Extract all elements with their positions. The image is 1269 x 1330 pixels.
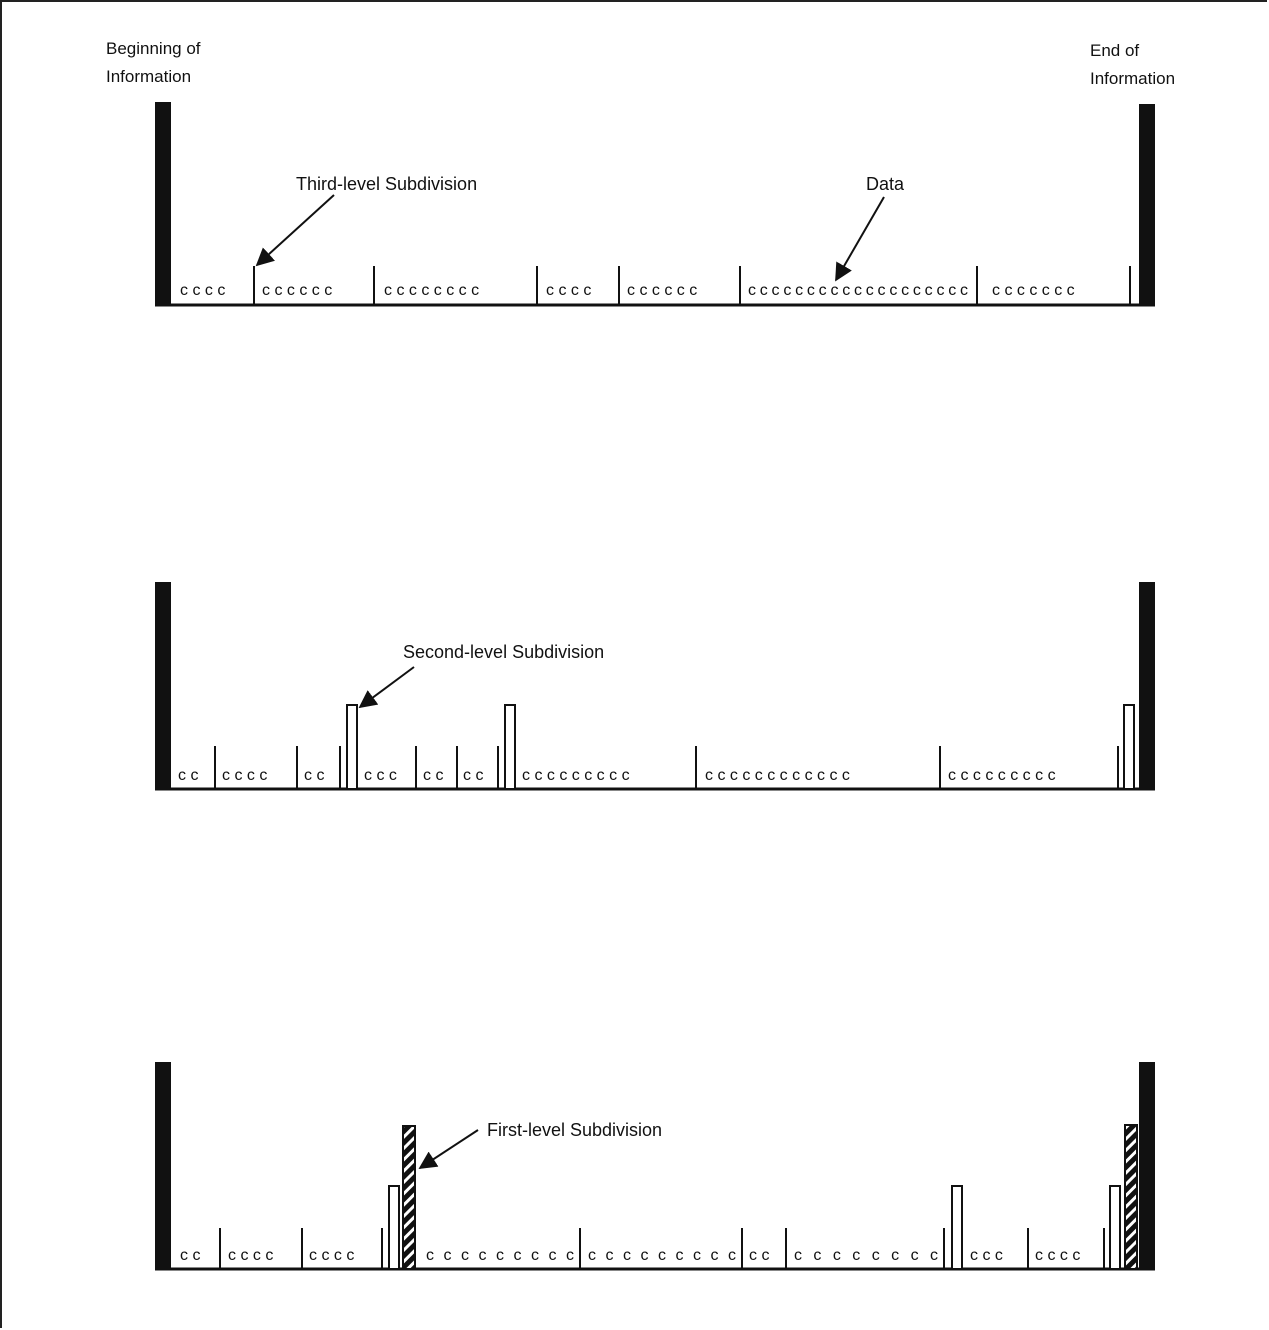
data-segment: c c c c c c (262, 282, 332, 299)
second-level-mark (951, 1185, 963, 1270)
data-segment: c c c c c c c c c c c c c c c c c c c (748, 282, 968, 299)
first-level-annotation: First-level Subdivision (487, 1120, 662, 1140)
beginning-label-line1: Beginning of (106, 39, 201, 58)
first-level-mark (402, 1125, 416, 1270)
data-segment: c c (423, 767, 443, 784)
data-segment: c c (463, 767, 483, 784)
second-level-mark (504, 704, 516, 790)
end-marker (1139, 1062, 1155, 1270)
second-level-mark (388, 1185, 400, 1270)
data-segment: c c c c (222, 767, 267, 784)
first-level-mark (1124, 1124, 1138, 1270)
data-arrow (835, 196, 885, 282)
data-segment: c c c c (1035, 1247, 1080, 1264)
data-segment: c c c c c c c (992, 282, 1075, 299)
end-label-line1: End of (1090, 41, 1139, 60)
data-segment: c c c c (546, 282, 591, 299)
data-segment: c c c c c c c c c c c c (705, 767, 850, 784)
data-segment: c c c (364, 767, 397, 784)
data-segment: c c c c c c c c c (948, 767, 1056, 784)
second-level-mark (1123, 704, 1135, 790)
data-segment: c c (178, 767, 198, 784)
end-marker (1139, 582, 1155, 790)
data-segment: c c c (970, 1247, 1003, 1264)
first-level-arrow (418, 1129, 479, 1169)
end-marker (1139, 104, 1155, 305)
third-level-annotation: Third-level Subdivision (296, 174, 477, 194)
beginning-label-line2: Information (106, 67, 191, 86)
data-segment: c c c c (309, 1247, 354, 1264)
data-segment: c c c c c c c c c (426, 1247, 574, 1264)
beginning-marker (155, 1062, 171, 1270)
data-segment: c c c c c c (627, 282, 697, 299)
row-third-level: c c c c c c c c c c c c c c c c c c c c … (155, 102, 1155, 307)
data-segment: c c c c c c c c c (588, 1247, 736, 1264)
second-level-annotation: Second-level Subdivision (403, 642, 604, 662)
data-annotation: Data (866, 174, 905, 194)
second-level-mark (346, 704, 358, 790)
data-segment: c c c c (228, 1247, 273, 1264)
second-level-mark (1109, 1185, 1121, 1270)
data-segment: c c (304, 767, 324, 784)
data-segment: c c (180, 1247, 200, 1264)
second-level-arrow (358, 666, 415, 709)
data-segment: c c c c (180, 282, 225, 299)
data-segment: c c c c c c c c (384, 282, 479, 299)
data-segment: c c c c c c c c c (522, 767, 630, 784)
end-label-line2: Information (1090, 69, 1175, 88)
data-segment: c c c c c c c c (794, 1247, 938, 1264)
row-second-level: c c c c c c c c c c c c c c c c c c c c … (155, 582, 1155, 791)
row-first-level: c c c c c c c c c c c c c c c c c c c c … (155, 1062, 1155, 1271)
third-level-arrow (255, 194, 335, 267)
beginning-marker (155, 102, 171, 305)
beginning-marker (155, 582, 171, 790)
data-segment: c c (749, 1247, 769, 1264)
